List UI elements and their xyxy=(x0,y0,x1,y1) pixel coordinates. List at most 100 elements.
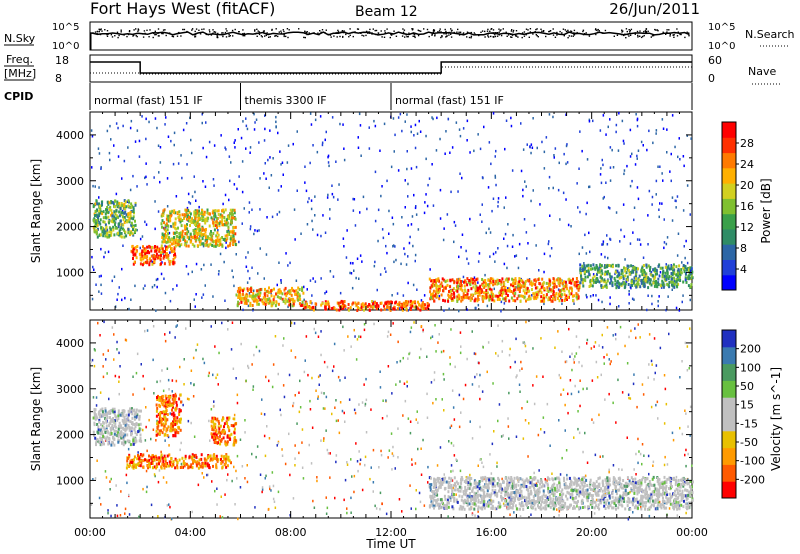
noise-cell xyxy=(173,131,176,135)
data-cell xyxy=(450,294,453,298)
noise-cell xyxy=(662,127,665,130)
data-cell xyxy=(298,288,301,291)
noise-cell xyxy=(538,269,540,272)
data-cell xyxy=(653,284,656,288)
data-cell xyxy=(450,289,453,293)
data-cell xyxy=(412,300,415,304)
noise-cell xyxy=(542,375,544,378)
data-cell xyxy=(110,443,113,447)
data-cell xyxy=(195,238,198,242)
noise-cell xyxy=(558,419,560,422)
noise-cell xyxy=(689,213,691,216)
noise-cell xyxy=(103,255,105,259)
data-cell xyxy=(205,240,208,244)
noise-cell xyxy=(392,117,395,120)
data-cell xyxy=(514,299,517,303)
noise-cell xyxy=(631,152,633,156)
data-cell xyxy=(523,285,526,289)
data-cell xyxy=(291,304,294,308)
noise-cell xyxy=(567,223,570,227)
noise-cell xyxy=(481,220,483,223)
noise-cell xyxy=(324,407,326,410)
noise-cell xyxy=(430,336,432,340)
data-cell xyxy=(232,240,235,244)
data-cell xyxy=(252,297,255,301)
data-cell xyxy=(161,219,164,223)
noise-cell xyxy=(422,330,424,333)
noise-cell xyxy=(195,262,198,266)
data-cell xyxy=(103,228,106,232)
data-cell xyxy=(118,210,121,214)
data-cell xyxy=(166,228,169,232)
data-cell xyxy=(469,283,472,287)
noise-cell xyxy=(640,140,643,144)
data-cell xyxy=(108,234,111,238)
data-cell xyxy=(685,280,688,284)
data-cell xyxy=(512,298,515,302)
noise-cell xyxy=(354,224,357,227)
data-cell xyxy=(117,412,120,416)
noise-cell xyxy=(404,206,406,209)
nsky-point xyxy=(568,31,570,34)
noise-cell xyxy=(195,199,197,202)
noise-cell xyxy=(320,391,323,395)
noise-cell xyxy=(600,181,603,185)
noise-cell xyxy=(442,372,445,376)
data-cell xyxy=(339,301,342,305)
data-cell xyxy=(510,296,513,300)
data-cell xyxy=(466,292,469,296)
noise-cell xyxy=(361,488,364,492)
data-cell xyxy=(677,274,680,278)
data-cell xyxy=(539,299,542,303)
noise-cell xyxy=(648,363,650,366)
data-cell xyxy=(647,276,649,280)
data-cell xyxy=(383,307,386,311)
noise-cell xyxy=(598,344,600,347)
nsky-point xyxy=(288,29,290,31)
nsky-point xyxy=(98,28,100,30)
noise-cell xyxy=(665,263,667,266)
noise-cell xyxy=(578,345,581,349)
noise-cell xyxy=(265,474,267,478)
data-cell xyxy=(148,244,151,248)
data-cell xyxy=(203,228,206,232)
noise-cell xyxy=(690,137,692,140)
noise-cell xyxy=(606,353,608,356)
data-cell xyxy=(421,302,424,306)
noise-cell xyxy=(559,473,562,476)
data-cell xyxy=(482,297,485,301)
data-cell xyxy=(180,224,183,228)
noise-cell xyxy=(636,124,639,128)
noise-cell xyxy=(197,483,200,487)
noise-cell xyxy=(486,304,489,308)
nsky-point xyxy=(213,31,215,33)
data-cell xyxy=(472,277,475,281)
data-cell xyxy=(338,308,341,312)
nsky-point xyxy=(260,35,263,37)
data-cell xyxy=(201,237,204,241)
data-cell xyxy=(110,233,113,237)
noise-cell xyxy=(467,262,470,265)
noise-cell xyxy=(671,288,673,291)
noise-cell xyxy=(104,251,106,254)
noise-cell xyxy=(497,197,500,200)
data-cell xyxy=(672,271,675,275)
nsky-point xyxy=(582,29,585,31)
nsky-point xyxy=(535,34,537,36)
data-cell xyxy=(575,277,578,280)
nsky-point xyxy=(116,31,119,33)
data-cell xyxy=(666,269,669,273)
data-cell xyxy=(102,216,105,220)
data-cell xyxy=(210,216,213,220)
noise-cell xyxy=(225,241,227,244)
noise-cell xyxy=(591,418,593,421)
noise-cell xyxy=(588,185,591,188)
nsky-point xyxy=(194,36,196,38)
data-cell xyxy=(301,286,304,290)
nsky-point xyxy=(505,31,507,33)
data-cell xyxy=(160,222,163,226)
data-cell xyxy=(640,269,643,273)
noise-cell xyxy=(399,112,402,116)
noise-cell xyxy=(114,221,117,224)
data-cell xyxy=(210,230,212,233)
